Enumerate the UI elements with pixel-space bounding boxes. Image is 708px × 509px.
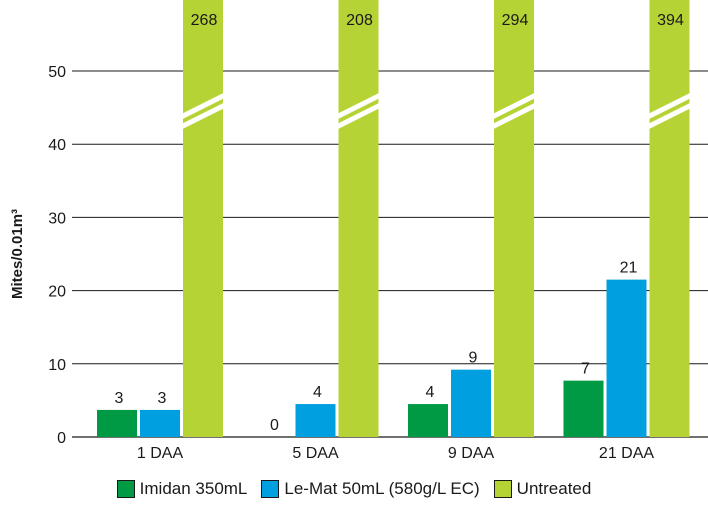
axis-break-mark — [329, 99, 388, 133]
axis-break-mark — [484, 89, 544, 123]
bar — [295, 404, 336, 437]
bar — [338, 0, 379, 437]
data-label: 4 — [426, 384, 435, 401]
y-tick-label: 20 — [48, 284, 66, 301]
legend-item: Imidan 350mL — [116, 479, 248, 499]
bar — [563, 380, 604, 437]
bar — [606, 279, 647, 437]
axis-break-mark — [173, 99, 233, 133]
bar — [97, 409, 137, 437]
x-tick-label: 21 DAA — [599, 445, 654, 462]
data-label: 4 — [313, 384, 322, 401]
data-label: 268 — [191, 12, 218, 29]
axis-break-mark — [484, 99, 544, 133]
bar — [494, 0, 534, 437]
bar — [649, 0, 690, 437]
data-label: 394 — [657, 12, 684, 29]
x-tick-label: 5 DAA — [292, 445, 339, 462]
legend: Imidan 350mL Le-Mat 50mL (580g/L EC) Untre… — [0, 476, 708, 502]
bar — [140, 409, 180, 437]
legend-swatch — [493, 480, 512, 498]
data-label: 3 — [158, 390, 167, 407]
legend-item: Le-Mat 50mL (580g/L EC) — [261, 479, 480, 499]
bar — [451, 369, 491, 437]
axis-break-mark — [329, 89, 388, 123]
data-label: 21 — [620, 260, 638, 277]
y-tick-label: 40 — [48, 137, 66, 154]
legend-label: Imidan 350mL — [139, 479, 248, 498]
legend-swatch — [116, 480, 135, 498]
legend-item: Untreated — [493, 479, 592, 499]
legend-label: Le-Mat 50mL (580g/L EC) — [284, 479, 480, 498]
axis-break-mark — [640, 99, 699, 133]
legend-label: Untreated — [516, 479, 592, 498]
bar — [408, 404, 448, 437]
bar — [183, 0, 223, 437]
legend-swatch — [261, 480, 280, 498]
bar-chart: 3 3 268 0 4 208 4 9 294 7 21 394 0 10 20 30 40 50 Mites/0… — [9, 0, 708, 462]
data-label: 3 — [115, 390, 124, 407]
data-label: 294 — [502, 12, 529, 29]
data-label: 208 — [346, 12, 373, 29]
x-tick-label: 1 DAA — [137, 445, 184, 462]
axis-break-mark — [173, 89, 233, 123]
y-tick-label: 30 — [48, 210, 66, 227]
data-label: 0 — [270, 417, 279, 434]
y-axis-title: Mites/0.01m³ — [9, 209, 26, 299]
y-tick-label: 0 — [57, 430, 66, 447]
data-label: 9 — [469, 350, 478, 367]
axis-break-mark — [640, 89, 699, 123]
y-tick-label: 50 — [48, 64, 66, 81]
data-label: 7 — [581, 361, 590, 378]
y-tick-label: 10 — [48, 357, 66, 374]
x-tick-label: 9 DAA — [448, 445, 495, 462]
